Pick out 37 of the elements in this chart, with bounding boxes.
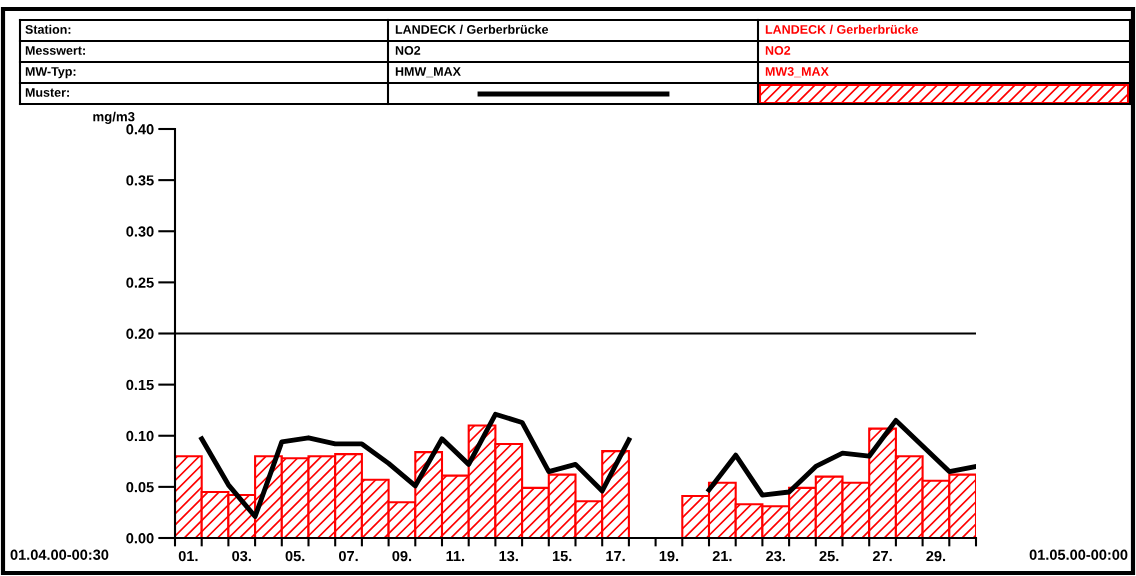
- y-tick-label: 0.00: [126, 533, 154, 544]
- x-tick-label: 03.: [232, 550, 251, 562]
- y-tick-label: 0.05: [126, 481, 154, 493]
- y-tick-label: 0.25: [126, 277, 154, 288]
- text: Muster:: [25, 88, 69, 97]
- x-tick-label: 23.: [766, 550, 785, 562]
- text: HMW_MAX: [395, 67, 461, 78]
- y-tick-label: 0.20: [126, 328, 154, 339]
- x-tick-label: 05.: [285, 550, 305, 562]
- x-tick-label: 25.: [819, 550, 839, 562]
- x-tick-label: 27.: [872, 550, 892, 562]
- x-tick-label: 13.: [499, 550, 518, 562]
- y-tick-label: 0.30: [126, 226, 154, 237]
- text: 01.04.00-00:30: [10, 549, 109, 560]
- x-tick-label: 11.: [446, 551, 465, 562]
- text: LANDECK / Gerberbrücke: [395, 24, 549, 34]
- x-tick-label: 17.: [606, 551, 625, 562]
- x-tick-label: 01.: [178, 550, 198, 562]
- y-tick-label: 0.15: [126, 379, 154, 391]
- text: Station:: [25, 24, 71, 34]
- text: Messwert:: [25, 46, 85, 55]
- y-tick-label: 0.35: [126, 175, 154, 186]
- x-tick-label: 29.: [926, 550, 946, 562]
- x-tick-label: 09.: [392, 550, 412, 562]
- text: MW3_MAX: [765, 67, 829, 78]
- text: NO2: [765, 46, 791, 55]
- x-tick-label: 15.: [552, 551, 572, 562]
- x-tick-label: 07.: [338, 550, 358, 562]
- text: MW-Typ:: [25, 67, 76, 79]
- y-tick-label: 0.10: [126, 430, 154, 442]
- text: NO2: [395, 46, 421, 55]
- y-axis-title: mg/m3: [93, 111, 135, 124]
- text: LANDECK / Gerberbrücke: [765, 24, 919, 34]
- y-tick-label: 0.40: [126, 124, 154, 135]
- x-tick-label: 19.: [659, 550, 679, 562]
- x-tick-label: 21.: [712, 550, 732, 562]
- text: 01.05.00-00:00: [1029, 549, 1128, 560]
